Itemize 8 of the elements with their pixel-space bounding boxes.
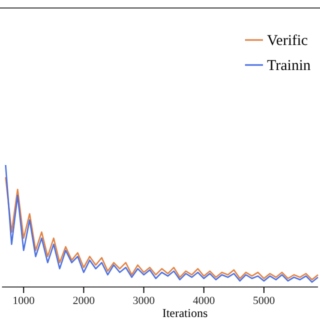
legend-label: Trainin [267, 58, 312, 74]
x-tick-label: 1000 [12, 294, 36, 307]
x-axis-title: Iterations [162, 306, 208, 320]
x-tick-label: 4000 [192, 294, 216, 307]
x-tick-label: 2000 [72, 294, 96, 307]
x-tick-label: 3000 [132, 294, 156, 307]
legend-label: Verific [267, 33, 308, 49]
x-tick-label: 5000 [252, 294, 276, 307]
